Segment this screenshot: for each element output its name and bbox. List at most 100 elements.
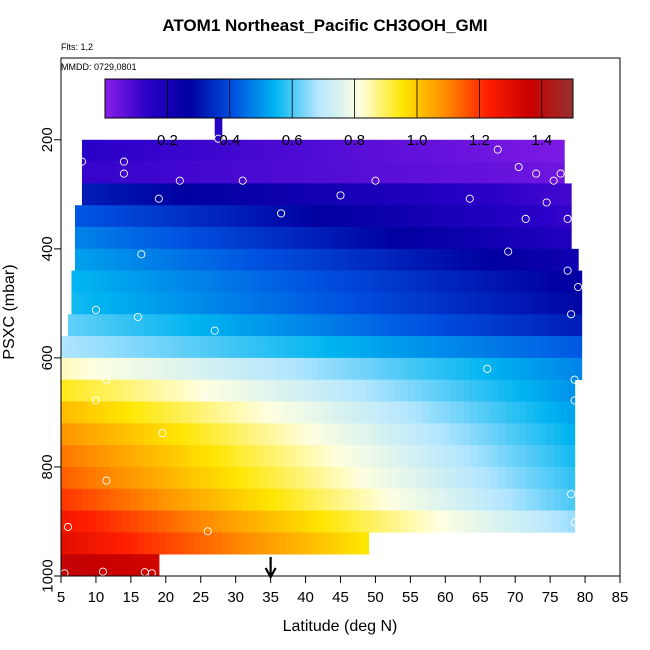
- heatmap-cell: [214, 183, 223, 206]
- heatmap-cell: [220, 445, 229, 468]
- heatmap-cell: [123, 401, 132, 424]
- heatmap-cell: [88, 336, 97, 359]
- heatmap-cell: [480, 227, 488, 250]
- heatmap-cell: [310, 401, 319, 424]
- heatmap-cell: [345, 445, 354, 468]
- heatmap-cell: [239, 270, 247, 293]
- heatmap-cell: [81, 227, 90, 250]
- heatmap-cell: [144, 401, 152, 424]
- heatmap-cell: [116, 336, 125, 359]
- heatmap-cell: [260, 292, 268, 315]
- heatmap-cell: [382, 183, 391, 206]
- heatmap-cell: [394, 423, 402, 446]
- heatmap-cell: [414, 357, 423, 381]
- heatmap-cell: [574, 314, 583, 337]
- heatmap-cell: [151, 401, 159, 424]
- heatmap-cell: [225, 270, 233, 293]
- heatmap-cell: [81, 510, 90, 533]
- heatmap-cell: [428, 379, 437, 402]
- heatmap-cell: [546, 314, 555, 337]
- heatmap-cell: [81, 445, 90, 468]
- heatmap-cell: [183, 292, 191, 315]
- heatmap-cell: [102, 161, 111, 184]
- heatmap-cell: [477, 488, 485, 511]
- heatmap-cell: [130, 401, 138, 424]
- heatmap-cell: [505, 423, 513, 446]
- heatmap-cell: [449, 488, 458, 511]
- heatmap-cell: [213, 423, 222, 446]
- heatmap-cell: [338, 379, 347, 402]
- heatmap-cell: [491, 314, 499, 337]
- heatmap-cell: [317, 357, 326, 381]
- heatmap-cell: [501, 183, 509, 206]
- heatmap-cell: [567, 314, 576, 337]
- heatmap-cell: [158, 423, 166, 446]
- heatmap-cell: [340, 139, 349, 162]
- heatmap-cell: [109, 357, 118, 381]
- heatmap-cell: [130, 357, 138, 381]
- heatmap-cell: [137, 248, 146, 271]
- heatmap-cell: [522, 227, 530, 250]
- sample-point: [63, 522, 73, 531]
- heatmap-cell: [512, 466, 520, 490]
- heatmap-cell: [484, 466, 492, 490]
- heatmap-cell: [74, 227, 83, 250]
- heatmap-cell: [227, 379, 236, 402]
- heatmap-cell: [380, 445, 388, 468]
- heatmap-cell: [522, 139, 530, 162]
- heatmap-cell: [546, 445, 555, 468]
- heatmap-cell: [567, 488, 576, 511]
- heatmap-cell: [477, 357, 485, 381]
- heatmap-cell: [186, 227, 195, 250]
- heatmap-layer: [61, 117, 583, 576]
- heatmap-cell: [242, 248, 251, 271]
- heatmap-cell: [178, 510, 187, 533]
- heatmap-cell: [515, 205, 523, 228]
- heatmap-cell: [396, 248, 404, 271]
- heatmap-cell: [442, 379, 451, 402]
- heatmap-cell: [449, 314, 458, 337]
- heatmap-cell: [359, 379, 367, 402]
- heatmap-cell: [484, 336, 492, 359]
- heatmap-cell: [361, 183, 370, 206]
- heatmap-cell: [392, 270, 401, 293]
- heatmap-cell: [137, 227, 146, 250]
- heatmap-cell: [206, 336, 215, 359]
- heatmap-cell: [220, 336, 229, 359]
- heatmap-cell: [296, 423, 305, 446]
- heatmap-cell: [193, 248, 202, 271]
- heatmap-cell: [347, 248, 356, 271]
- heatmap-cell: [438, 227, 446, 250]
- heatmap-cell: [88, 445, 97, 468]
- sample-point: [77, 157, 87, 166]
- heatmap-cell: [567, 466, 576, 490]
- heatmap-cell: [151, 336, 159, 359]
- heatmap-cell: [459, 183, 467, 206]
- heatmap-cell: [424, 161, 432, 184]
- heatmap-cell: [428, 488, 437, 511]
- heatmap-cell: [546, 401, 555, 424]
- heatmap-cell: [435, 488, 444, 511]
- heatmap-cell: [532, 401, 541, 424]
- heatmap-cell: [102, 401, 111, 424]
- heatmap-cell: [445, 183, 453, 206]
- heatmap-cell: [256, 227, 265, 250]
- sample-point: [570, 396, 579, 405]
- heatmap-cell: [340, 248, 349, 271]
- x-tick-label: 15: [123, 589, 140, 606]
- heatmap-cell: [431, 161, 439, 184]
- x-tick-label: 5: [57, 589, 65, 606]
- sample-point: [91, 305, 100, 314]
- heatmap-cell: [519, 510, 527, 533]
- heatmap-cell: [375, 227, 384, 250]
- heatmap-cell: [242, 183, 251, 206]
- heatmap-cell: [172, 379, 180, 402]
- heatmap-cell: [484, 401, 492, 424]
- heatmap-cell: [515, 183, 523, 206]
- heatmap-cell: [343, 292, 352, 315]
- heatmap-cell: [347, 139, 356, 162]
- heatmap-cell: [487, 227, 495, 250]
- heatmap-cell: [368, 139, 377, 162]
- sample-point: [371, 176, 380, 185]
- heatmap-cell: [408, 488, 416, 511]
